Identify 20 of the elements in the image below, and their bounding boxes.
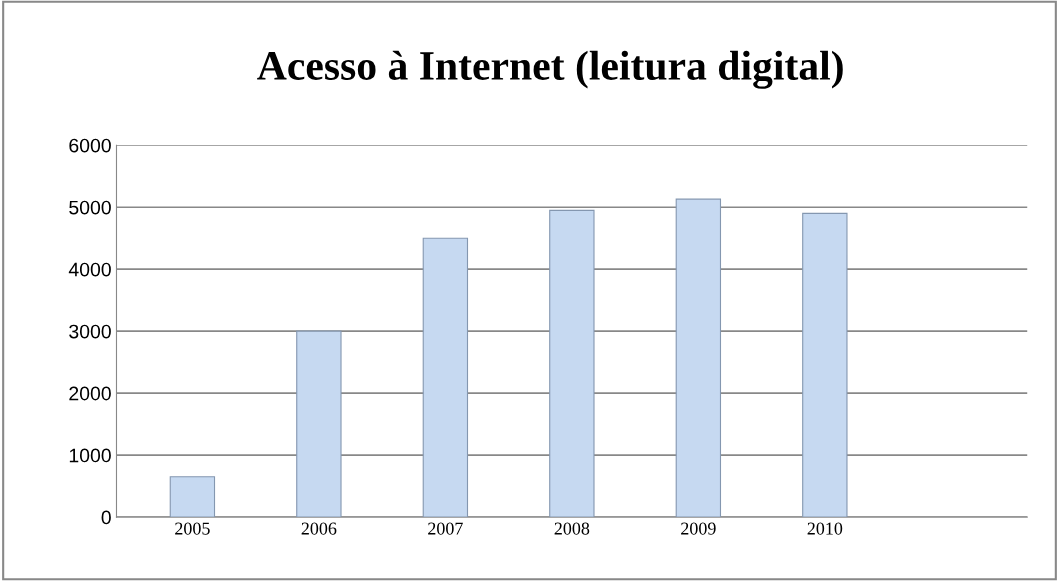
bar <box>422 237 469 518</box>
bar <box>802 212 848 518</box>
y-tick-label: 4000 <box>68 262 111 277</box>
chart-title: Acesso à Internet (leitura digital) <box>257 50 843 89</box>
y-tick-label: 6000 <box>69 138 111 153</box>
x-tick-label: 2009 <box>681 522 716 535</box>
x-tick-label: 2007 <box>428 522 463 535</box>
bar <box>549 209 595 518</box>
y-tick-label: 3000 <box>69 324 111 339</box>
y-tick-label: 0 <box>101 510 111 525</box>
x-tick-label: 2008 <box>554 522 590 535</box>
y-tick-label: 1000 <box>69 448 111 463</box>
x-tick-label: 2010 <box>807 522 843 535</box>
y-tick-label: 2000 <box>69 386 111 401</box>
bar <box>169 476 216 518</box>
x-tick-label: 2005 <box>175 522 210 535</box>
bar <box>675 198 722 518</box>
x-tick-label: 2006 <box>301 522 337 535</box>
bar <box>296 330 342 518</box>
y-tick-label: 5000 <box>69 200 111 215</box>
